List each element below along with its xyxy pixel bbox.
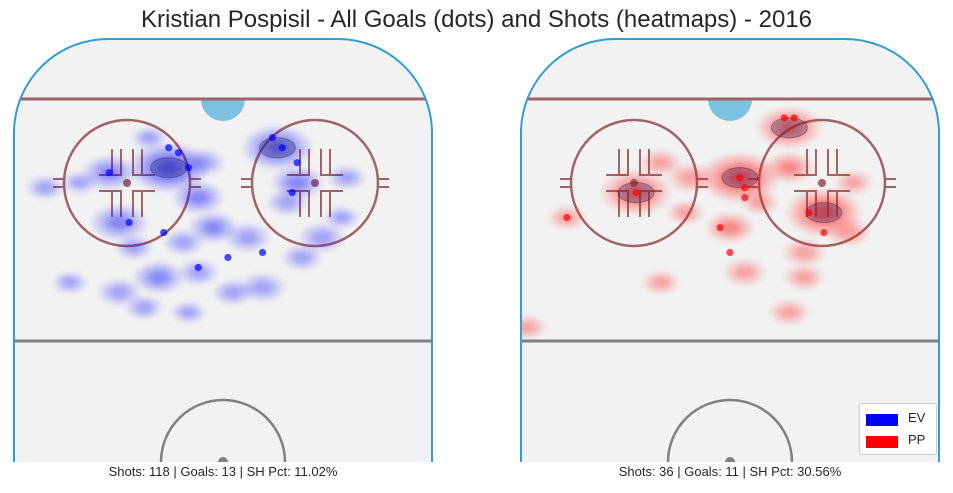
heatmap-blob xyxy=(150,272,168,283)
heatmap-blob xyxy=(652,157,670,169)
goal-dot xyxy=(780,114,788,122)
center-dot xyxy=(218,457,228,462)
heatmap-core xyxy=(770,117,808,139)
heatmap-blob xyxy=(110,216,129,229)
heatmap-blob xyxy=(780,307,798,318)
heatmap-blob xyxy=(278,197,296,208)
legend-item-ev: EV xyxy=(866,410,925,426)
heatmap-blob xyxy=(181,307,196,317)
goal-dot xyxy=(194,263,202,272)
ice-surface xyxy=(13,38,433,462)
goal-dot xyxy=(288,189,296,197)
rink-ev-panel xyxy=(13,38,433,462)
heatmap-blob xyxy=(62,277,77,287)
goal-dot xyxy=(184,164,193,172)
heatmap-blob xyxy=(795,246,814,259)
legend-item-pp: PP xyxy=(866,432,925,448)
goal-crease xyxy=(201,99,245,121)
legend-label-pp: PP xyxy=(908,432,926,447)
heatmap-blob xyxy=(238,231,258,244)
boards-outline xyxy=(520,38,940,462)
goal-dot xyxy=(632,189,640,197)
heatmap-blob xyxy=(815,207,833,219)
goal-dot xyxy=(790,114,798,122)
heatmap-blob xyxy=(189,267,207,278)
goal-dot xyxy=(716,223,724,232)
heatmap-blob xyxy=(653,277,669,288)
goal-dot xyxy=(105,169,113,177)
heatmap-blob xyxy=(293,252,311,263)
heatmap-blob xyxy=(126,242,142,253)
heatmap-blob xyxy=(110,286,129,299)
ev-stats-caption: Shots: 118 | Goals: 13 | SH Pct: 11.02% xyxy=(108,464,338,479)
heatmap-blob xyxy=(839,226,858,239)
heatmap-blob xyxy=(781,162,798,173)
heatmap-blob xyxy=(795,272,813,283)
goal-dot xyxy=(805,208,813,217)
heatmap-blob xyxy=(520,322,536,333)
pp-stats-caption: Shots: 36 | Goals: 11 | SH Pct: 30.56% xyxy=(618,464,842,479)
goal-dot xyxy=(741,184,749,192)
heatmap-blob xyxy=(136,302,152,313)
heatmap-blob xyxy=(334,213,349,223)
goal-dot xyxy=(820,228,828,237)
goal-dot xyxy=(278,144,286,152)
goal-dot xyxy=(224,253,232,262)
legend-swatch-pp xyxy=(866,435,898,448)
shot-heatmap xyxy=(27,125,365,323)
heatmap-blob xyxy=(194,157,213,169)
heatmap-blob xyxy=(37,182,53,193)
goal-dot xyxy=(741,194,749,202)
goal-dot xyxy=(293,159,301,167)
legend-label-ev: EV xyxy=(908,410,926,425)
heatmap-blob xyxy=(780,122,798,134)
heatmap-blob xyxy=(722,222,738,233)
heatmap-blob xyxy=(72,178,87,188)
heatmap-blob xyxy=(338,172,355,183)
heatmap-blob xyxy=(312,231,332,244)
heatmap-blob xyxy=(141,133,157,143)
heatmap-blob xyxy=(845,177,862,188)
heatmap-blob xyxy=(224,287,242,298)
goal-dot xyxy=(258,248,267,257)
heatmap-blob xyxy=(253,281,273,294)
goal-dot xyxy=(726,248,734,257)
heatmap-blob xyxy=(205,222,221,233)
heatmap-blob xyxy=(175,237,192,248)
legend-swatch-ev xyxy=(866,413,898,426)
heatmap-blob xyxy=(677,207,694,218)
goal-dot xyxy=(736,174,744,182)
legend: EV PP xyxy=(859,403,937,455)
heatmap-blob xyxy=(288,177,306,188)
goal-dot xyxy=(174,149,183,157)
goal-crease xyxy=(708,99,752,121)
heatmap-core xyxy=(258,137,296,159)
goal-dot xyxy=(160,228,168,237)
heatmap-blob xyxy=(159,161,178,174)
rink-pp-panel xyxy=(520,38,940,462)
chart-title: Kristian Pospisil - All Goals (dots) and… xyxy=(141,6,812,33)
heatmap-blob xyxy=(680,171,700,184)
goal-dot xyxy=(563,213,571,222)
goal-dot xyxy=(125,218,133,227)
center-dot xyxy=(725,457,735,462)
goal-dot xyxy=(268,134,277,142)
faceoff-dot-right xyxy=(818,179,826,187)
center-circle xyxy=(666,398,794,462)
heatmap-blob xyxy=(190,192,207,203)
heatmap-blob xyxy=(751,197,768,208)
heatmap-core xyxy=(150,157,188,179)
goal-dot xyxy=(165,144,173,152)
heatmap-blob xyxy=(735,266,754,279)
boards-outline xyxy=(13,38,433,462)
center-circle xyxy=(159,398,287,462)
